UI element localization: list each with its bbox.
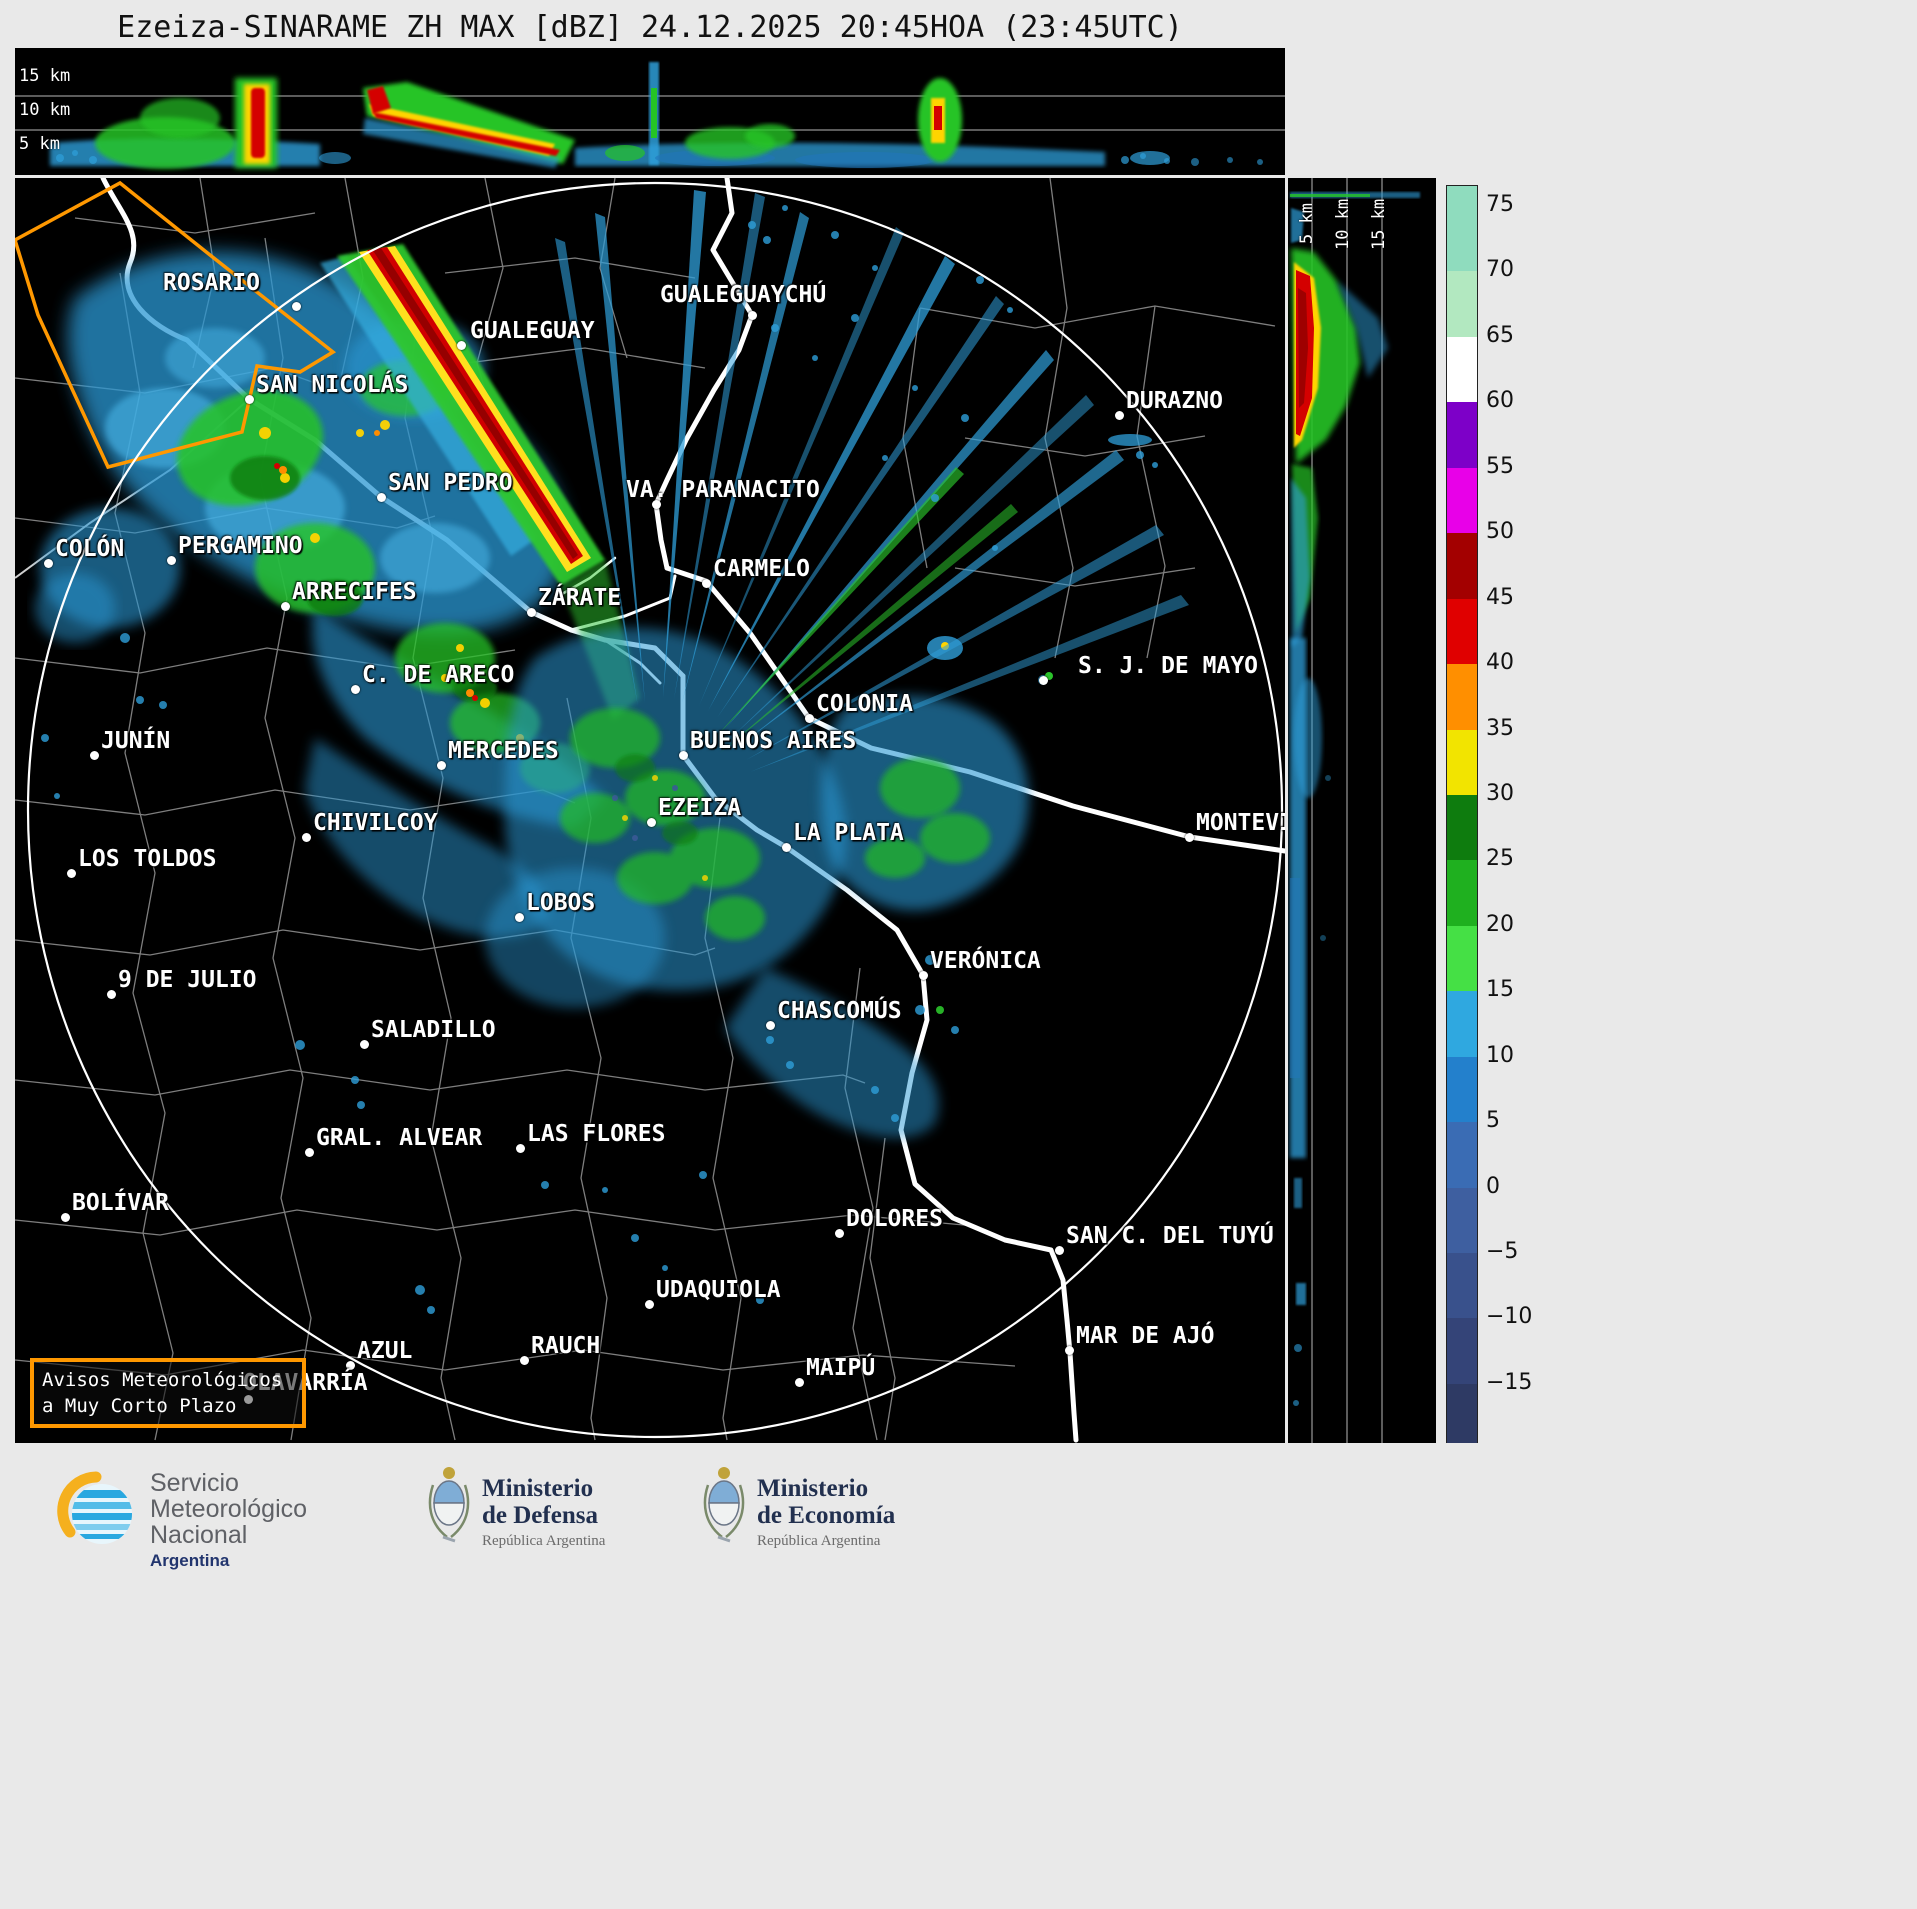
- warning-box-line2: a Muy Corto Plazo: [42, 1395, 237, 1417]
- defensa-line-2: de Defensa: [482, 1502, 598, 1529]
- smn-line-2: Meteorológico: [150, 1495, 308, 1523]
- colorbar-segment: [1447, 271, 1477, 337]
- defensa-wordmark: Ministerio de Defensa República Argentin…: [482, 1475, 605, 1550]
- economia-subtitle: República Argentina: [757, 1533, 881, 1549]
- colorbar-tick-label: 5: [1486, 1108, 1500, 1134]
- colorbar-tick-label: 75: [1486, 192, 1514, 217]
- colorbar-tick-label: 0: [1486, 1173, 1500, 1199]
- colorbar-tick-label: 15: [1486, 977, 1514, 1003]
- radar-map-svg: [15, 178, 1285, 1443]
- smn-country: Argentina: [150, 1551, 230, 1570]
- colorbar-tick-label: 50: [1486, 519, 1514, 545]
- height-label-10km: 10 km: [19, 100, 71, 120]
- colorbar-tick-label: 35: [1486, 715, 1514, 741]
- colorbar-segment: [1447, 991, 1477, 1057]
- colorbar-segment: [1447, 1056, 1477, 1123]
- radar-echoes: [35, 190, 1189, 1314]
- top-cross-section-echoes: [50, 62, 1263, 169]
- height-label-5km: 5 km: [19, 134, 60, 154]
- right-cross-section-svg: [1290, 178, 1420, 1443]
- colorbar-tick-label: −15: [1486, 1369, 1533, 1395]
- colorbar-segment: [1447, 533, 1477, 599]
- colorbar-segment: [1447, 336, 1477, 403]
- colorbar-tick-label: 40: [1486, 650, 1514, 676]
- height-label-5km-vertical: 5 km: [1297, 203, 1317, 244]
- colorbar-tick-label: 20: [1486, 911, 1514, 937]
- colorbar-segment: [1447, 206, 1477, 272]
- smn-wordmark: Servicio Meteorológico Nacional Argentin…: [150, 1470, 307, 1571]
- radar-range-circle: [26, 181, 1284, 1439]
- dbz-colorbar: [1446, 185, 1478, 1444]
- colorbar-segment: [1447, 1253, 1477, 1319]
- warning-box-line1: Avisos Meteorológicos: [42, 1369, 283, 1391]
- right-cross-section-echoes: [1290, 192, 1420, 1406]
- colorbar-segment: [1447, 794, 1477, 861]
- colorbar-segment: [1447, 1383, 1477, 1444]
- colorbar-tick-label: 25: [1486, 846, 1514, 872]
- economia-coat-of-arms-icon: [703, 1467, 745, 1543]
- colorbar-segment: [1447, 729, 1477, 795]
- smn-line-1: Servicio: [150, 1469, 239, 1497]
- economia-line-2: de Economía: [757, 1502, 896, 1529]
- colorbar-tick-label: −10: [1486, 1304, 1533, 1330]
- height-label-15km-vertical: 15 km: [1369, 198, 1389, 250]
- top-cross-section-svg: [15, 62, 1285, 169]
- radar-map-panel: ROSARIO GUALEGUAYCHÚ GUALEGUAY SAN NICOLÁS D…: [15, 178, 1285, 1443]
- colorbar-segment: [1447, 1187, 1477, 1253]
- colorbar-tick-label: 30: [1486, 780, 1514, 806]
- colorbar-segment: [1447, 925, 1477, 992]
- warning-polygon: [15, 180, 337, 470]
- dbz-colorbar-ticks: 75 70 65 60 55 50 45 40 35 30 25 20 15 10 5 0 −5 −10 −15: [1486, 185, 1556, 1443]
- smn-logo-icon: [57, 1471, 132, 1544]
- top-cross-section-panel: 15 km 10 km 5 km: [15, 48, 1285, 175]
- colorbar-tick-label: 45: [1486, 584, 1514, 610]
- colorbar-segment: [1447, 1318, 1477, 1384]
- colorbar-tick-label: 70: [1486, 257, 1514, 283]
- colorbar-segment: [1447, 467, 1477, 534]
- colorbar-segment: [1447, 402, 1477, 468]
- smn-line-3: Nacional: [150, 1521, 248, 1549]
- colorbar-segment: [1447, 1122, 1477, 1188]
- height-label-10km-vertical: 10 km: [1333, 198, 1353, 250]
- product-title: Ezeiza-SINARAME ZH MAX [dBZ] 24.12.2025 …: [117, 10, 1183, 45]
- defensa-coat-of-arms-icon: [428, 1467, 470, 1543]
- colorbar-tick-label: −5: [1486, 1239, 1519, 1265]
- economia-line-1: Ministerio: [757, 1475, 869, 1502]
- city-dot-gray: [244, 1395, 253, 1404]
- colorbar-segment: [1447, 598, 1477, 665]
- colorbar-segment: [1447, 860, 1477, 926]
- colorbar-segment: [1447, 186, 1477, 206]
- footer: Servicio Meteorológico Nacional Argentin…: [0, 1443, 1917, 1909]
- colorbar-tick-label: 55: [1486, 453, 1514, 479]
- height-label-15km: 15 km: [19, 66, 71, 86]
- defensa-line-1: Ministerio: [482, 1475, 594, 1502]
- economia-wordmark: Ministerio de Economía República Argenti…: [757, 1475, 895, 1550]
- colorbar-tick-label: 10: [1486, 1042, 1514, 1068]
- colorbar-tick-label: 60: [1486, 388, 1514, 414]
- defensa-subtitle: República Argentina: [482, 1533, 606, 1549]
- warning-box: Avisos Meteorológicos a Muy Corto Plazo: [30, 1358, 306, 1428]
- right-cross-section-panel: 5 km 10 km 15 km: [1288, 178, 1436, 1443]
- colorbar-tick-label: 65: [1486, 322, 1514, 348]
- colorbar-segment: [1447, 664, 1477, 730]
